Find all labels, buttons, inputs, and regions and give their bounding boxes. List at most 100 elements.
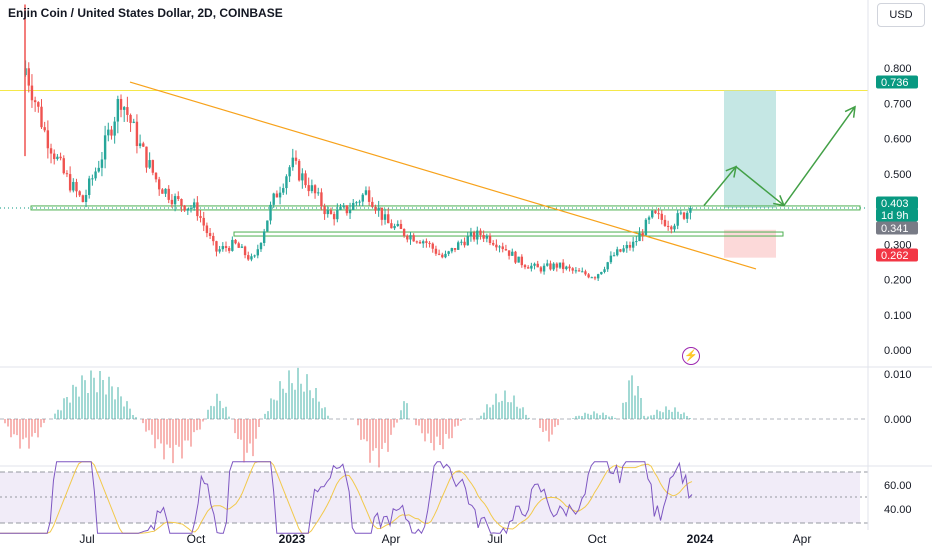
support-zone	[233, 231, 784, 237]
candle-body	[116, 98, 120, 122]
candle-body	[587, 274, 590, 278]
candle-body	[84, 194, 88, 203]
candle-body	[479, 230, 482, 236]
candle-body	[317, 192, 320, 194]
candle-body	[154, 172, 158, 180]
candle-body	[406, 235, 409, 240]
candle-body	[514, 251, 517, 263]
candle-body	[123, 107, 126, 110]
price-tick-label: 0.300	[884, 239, 912, 251]
candle-body	[240, 246, 244, 248]
oscillator-pane	[0, 367, 868, 468]
candle-body	[189, 207, 193, 209]
candle-body	[600, 272, 603, 275]
candle-body	[504, 249, 508, 251]
candle-body	[383, 214, 387, 220]
candle-body	[221, 246, 225, 250]
price-tick-label: 0.500	[884, 169, 912, 181]
candle-body	[97, 167, 100, 172]
candle-body	[596, 274, 600, 279]
candle-body	[215, 241, 218, 252]
candle-body	[428, 242, 431, 244]
candle-body	[285, 176, 288, 189]
candle-body	[679, 212, 683, 214]
arrowhead-up-2	[844, 105, 856, 118]
loss-zone	[724, 229, 776, 258]
candle-body	[151, 160, 155, 173]
candle-body	[59, 156, 62, 159]
chart-title: Enjin Coin / United States Dollar, 2D, C…	[8, 6, 283, 20]
candle-body	[593, 277, 597, 279]
candle-body	[183, 205, 186, 211]
price-tag	[876, 208, 918, 222]
candle-body	[161, 189, 164, 194]
candle-body	[584, 271, 587, 275]
candle-body	[568, 266, 571, 269]
lightning-icon[interactable]: ⚡	[682, 347, 700, 365]
time-tick-label: Apr	[793, 532, 812, 546]
candle-body	[247, 255, 250, 260]
time-axis: Jul Oct 2023 Apr Jul Oct 2024 Apr	[79, 532, 811, 546]
candle-body	[304, 173, 307, 186]
candle-body	[113, 121, 116, 136]
candle-body	[539, 267, 543, 272]
candle-body	[46, 130, 50, 149]
candle-body	[367, 190, 371, 202]
price-tag	[876, 196, 918, 210]
candle-body	[37, 102, 40, 107]
arrowhead-up-1	[725, 165, 737, 178]
candle-body	[450, 248, 454, 252]
candle-body	[491, 242, 495, 245]
candle-body	[208, 233, 212, 236]
candle-body	[177, 196, 180, 200]
candle-body	[294, 157, 298, 161]
candle-body	[107, 129, 110, 136]
candle-body	[119, 98, 123, 110]
rsi-line	[0, 461, 693, 535]
candle-body	[329, 210, 333, 215]
candle-body	[88, 178, 91, 195]
osc-tick-label: 0.010	[884, 369, 912, 381]
osc-tick-label: 0.000	[884, 414, 912, 426]
candle-body	[173, 196, 177, 205]
candle-body	[488, 235, 492, 243]
candle-body	[511, 251, 514, 256]
candle-body	[431, 243, 434, 249]
time-tick-label: 2023	[279, 532, 306, 546]
price-tick-label: 0.100	[884, 310, 912, 322]
candle-body	[526, 267, 530, 269]
candle-body	[555, 263, 559, 268]
candle-body	[507, 250, 511, 256]
candle-body	[523, 265, 527, 268]
candle-body	[565, 266, 568, 270]
candle-body	[326, 210, 329, 215]
candle-body	[399, 223, 403, 229]
candle-body	[380, 207, 384, 220]
candle-body	[170, 199, 174, 205]
currency-button[interactable]: USD	[877, 3, 925, 27]
time-tick-label: 2024	[687, 532, 714, 546]
candle-body	[342, 205, 345, 207]
candle-body	[266, 220, 269, 232]
price-tag	[876, 248, 918, 262]
candle-body	[574, 270, 578, 272]
candle-body	[396, 223, 399, 227]
time-tick-label: Oct	[187, 532, 206, 546]
candle-body	[530, 265, 533, 269]
price-tag-label: 0.736	[881, 77, 909, 89]
candle-body	[65, 173, 69, 175]
candle-body	[56, 156, 59, 160]
candle-body	[218, 249, 221, 252]
price-tick-label: 0.600	[884, 134, 912, 146]
candle-body	[43, 127, 46, 131]
candle-body	[542, 265, 546, 272]
candle-body	[485, 235, 489, 239]
candle-body	[310, 185, 314, 192]
candle-body	[498, 246, 501, 248]
price-tag	[876, 221, 918, 235]
candle-body	[441, 254, 444, 258]
candle-body	[196, 202, 199, 217]
candle-body	[91, 178, 94, 180]
